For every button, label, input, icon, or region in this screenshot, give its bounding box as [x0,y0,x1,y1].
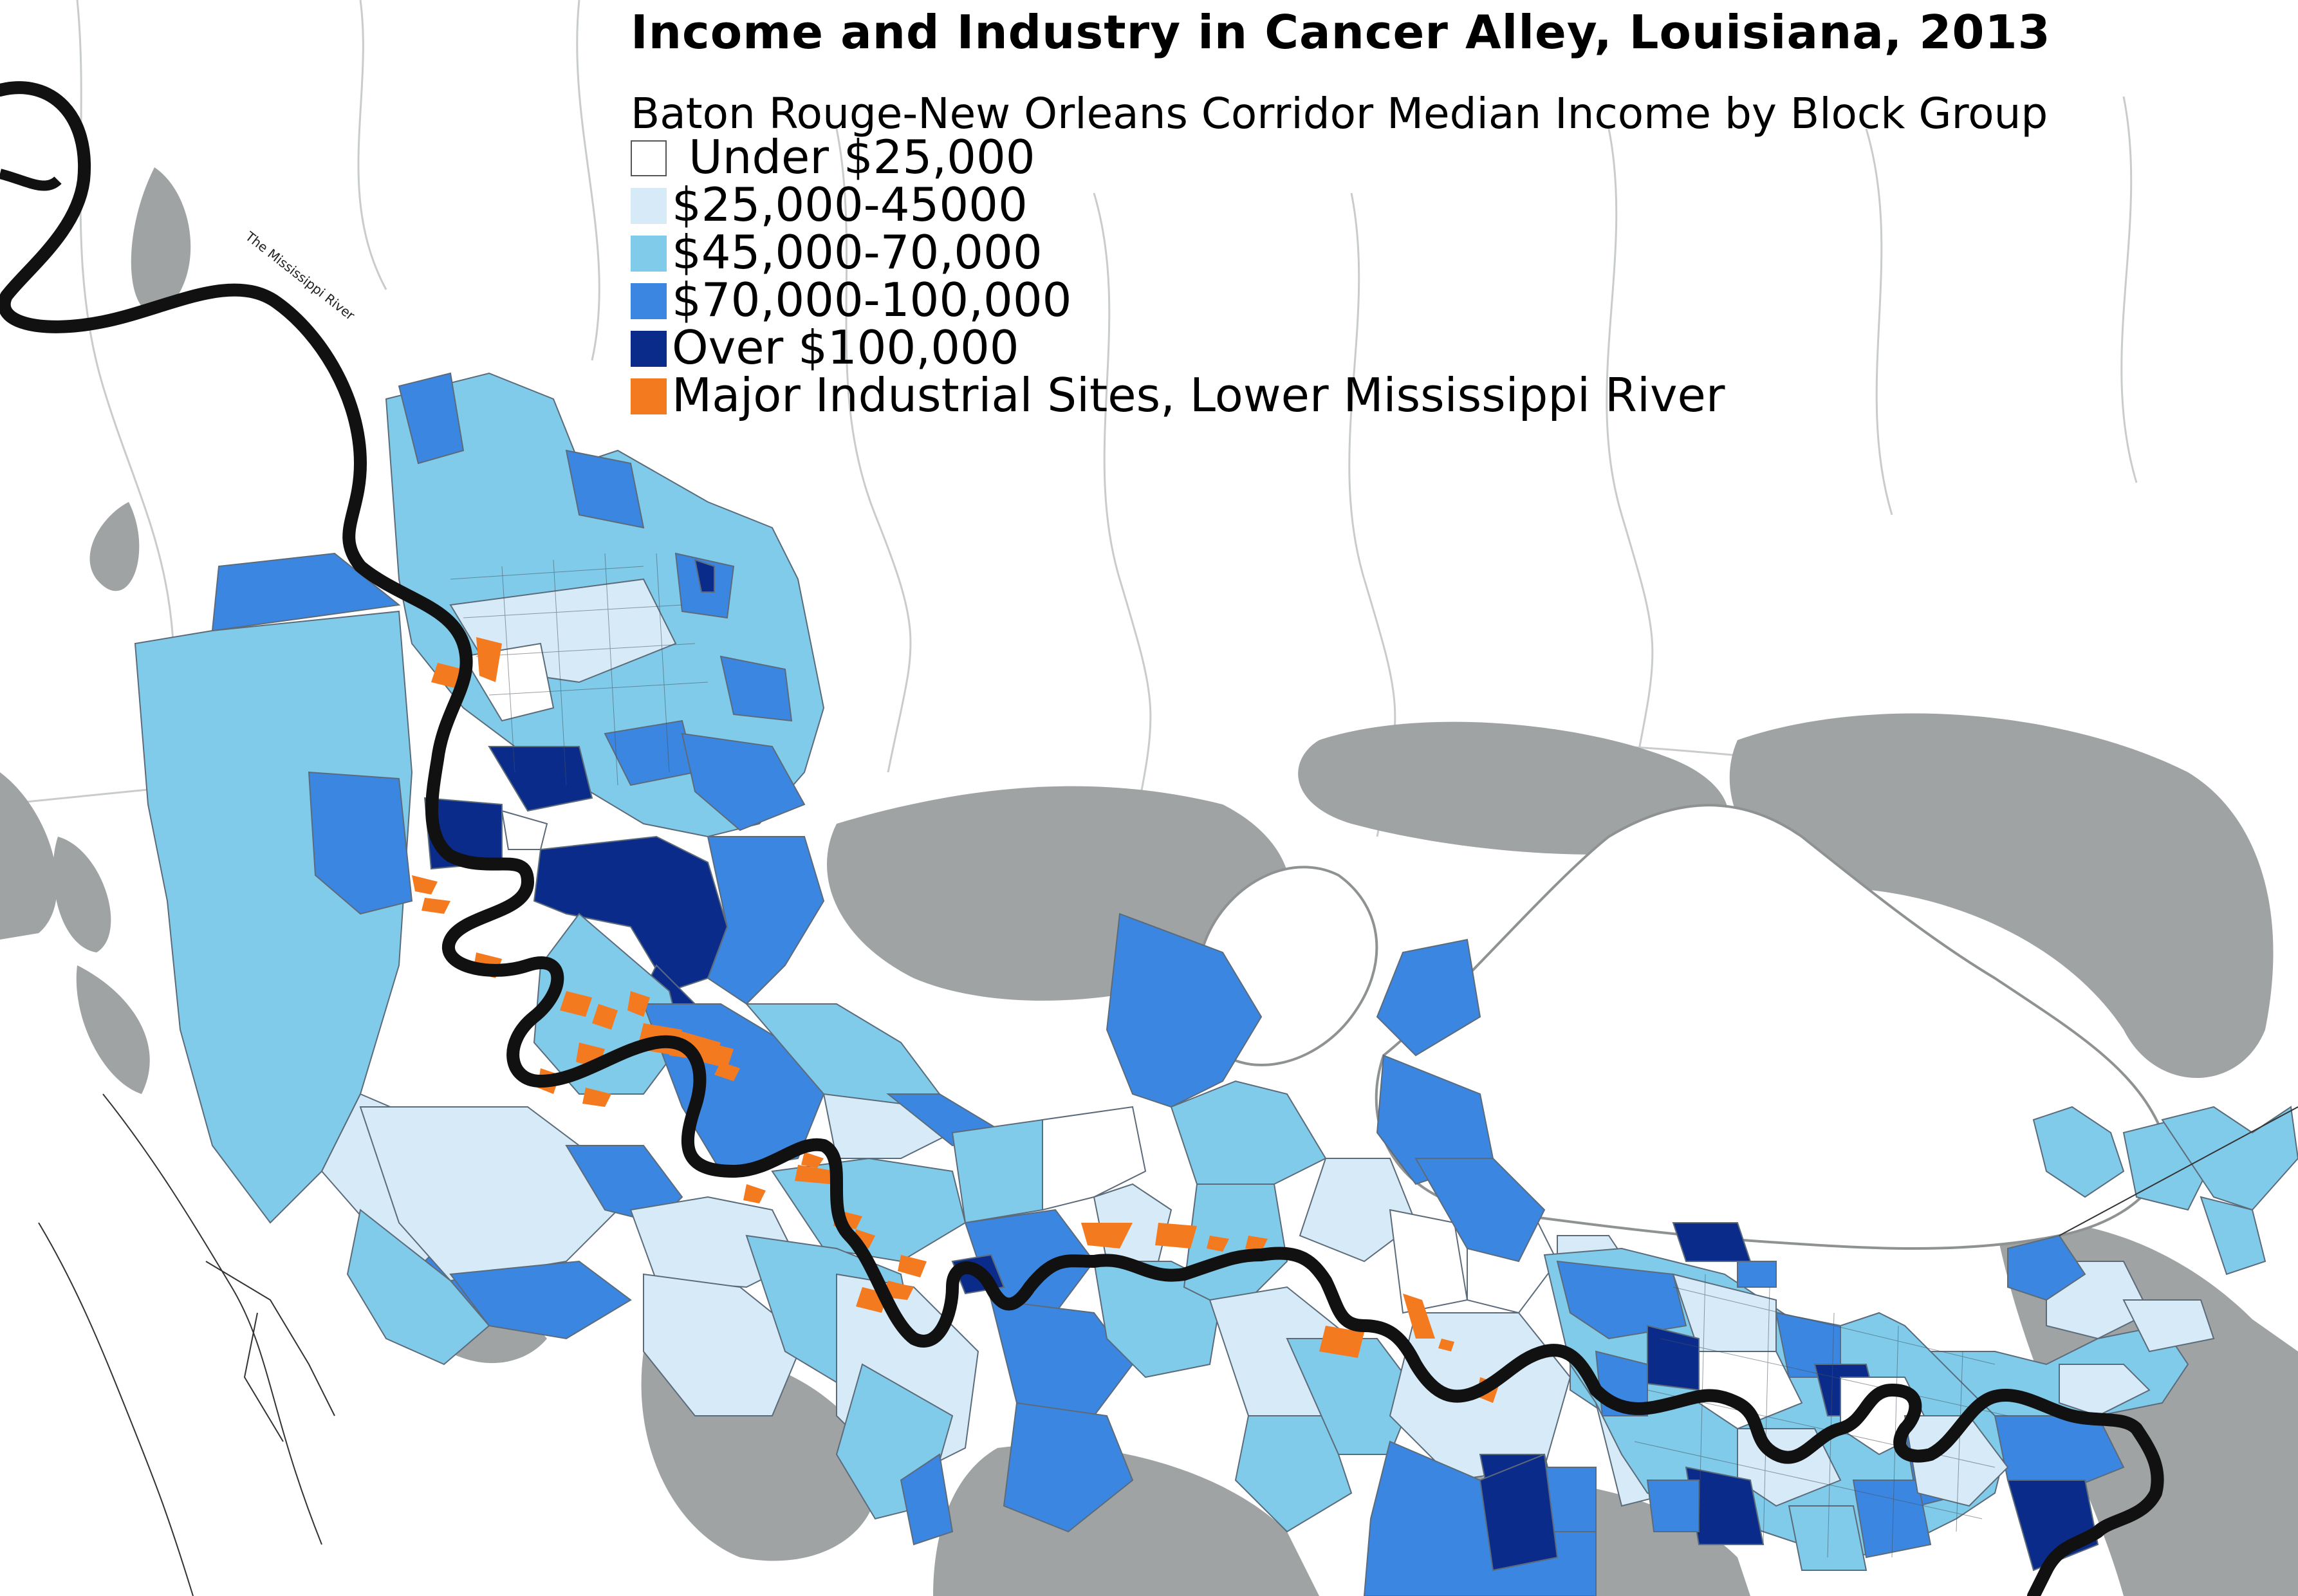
legend-swatch [631,378,667,414]
map-title: Income and Industry in Cancer Alley, Lou… [631,5,2051,59]
legend-swatch [631,236,667,272]
legend-swatch [631,140,667,176]
map-subtitle: Baton Rouge-New Orleans Corridor Median … [631,89,2048,138]
block-group-lines [450,553,2008,1558]
industrial-sites [412,637,1499,1403]
legend-label: Under $25,000 [689,130,1035,184]
mississippi-river [0,81,2164,1596]
legend-label: Major Industrial Sites, Lower Mississipp… [672,368,1725,422]
roads [38,1093,2298,1596]
legend-swatch [631,188,667,224]
river-label: The Mississippi River [242,228,358,323]
lakes [1191,804,2166,1250]
river-upstream [0,169,62,191]
legend-swatch [631,331,667,367]
legend-swatch [631,283,667,319]
legend-label: $25,000-45000 [672,178,1028,232]
legend-label: $70,000-100,000 [672,273,1072,327]
legend-label: Over $100,000 [672,320,1019,375]
legend-label: $45,000-70,000 [672,225,1042,279]
